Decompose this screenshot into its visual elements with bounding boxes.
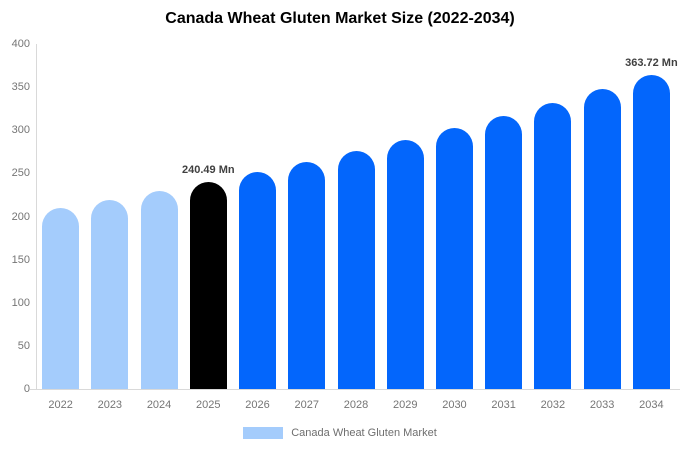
- bar-2033: [583, 89, 621, 389]
- value-annotation-2025: 240.49 Mn: [182, 163, 235, 176]
- value-annotation-2034: 363.72 Mn: [625, 57, 678, 70]
- x-tick-label-2032: 2032: [540, 399, 566, 411]
- y-axis-line: [36, 44, 37, 390]
- x-tick-label-2028: 2028: [343, 399, 369, 411]
- bar-2034: [632, 75, 670, 389]
- chart-title: Canada Wheat Gluten Market Size (2022-20…: [165, 10, 515, 27]
- y-tick-label-0: 0: [23, 383, 30, 395]
- y-tick-label-400: 400: [11, 38, 30, 50]
- x-axis-line: [30, 389, 680, 390]
- y-tick-label-350: 350: [11, 81, 30, 94]
- x-tick-label-2023: 2023: [97, 399, 123, 411]
- bar-2029: [386, 139, 424, 389]
- legend-swatch-icon: [243, 427, 284, 439]
- bar-2031: [485, 115, 523, 389]
- legend-label: Canada Wheat Gluten Market: [291, 427, 437, 439]
- bar-2025: [189, 181, 227, 389]
- x-tick-label-2030: 2030: [442, 399, 467, 411]
- x-tick-label-2033: 2033: [589, 399, 615, 411]
- bar-2028: [337, 150, 375, 389]
- x-tick-label-2029: 2029: [392, 399, 418, 411]
- y-tick-label-200: 200: [11, 210, 30, 223]
- x-tick-label-2022: 2022: [48, 399, 73, 411]
- bar-2022: [42, 208, 80, 389]
- x-tick-label-2024: 2024: [146, 399, 172, 411]
- y-tick-label-50: 50: [17, 339, 30, 352]
- legend: Canada Wheat Gluten Market: [0, 427, 680, 439]
- bar-2027: [288, 161, 326, 389]
- x-tick-label-2031: 2031: [491, 399, 516, 411]
- y-tick-label-150: 150: [11, 253, 30, 266]
- x-tick-label-2034: 2034: [639, 399, 664, 411]
- bar-2023: [91, 199, 129, 389]
- y-axis: 0 50 100 150 200 250 300 350 400: [0, 38, 30, 395]
- y-tick-label-250: 250: [11, 167, 30, 180]
- bar-2026: [239, 171, 277, 389]
- x-tick-label-2025: 2025: [196, 399, 221, 411]
- plot-area: 240.49 Mn 363.72 Mn: [36, 44, 678, 389]
- bar-2030: [435, 128, 473, 389]
- x-tick-label-2026: 2026: [245, 399, 270, 411]
- y-tick-label-100: 100: [11, 296, 30, 309]
- y-tick-label-300: 300: [11, 124, 30, 137]
- bar-2024: [140, 190, 178, 389]
- bar-2032: [534, 102, 572, 389]
- x-tick-label-2027: 2027: [294, 399, 319, 411]
- x-axis: 2022 2023 2024 2025 2026 2027 2028 2029 2030 2031…: [36, 398, 676, 414]
